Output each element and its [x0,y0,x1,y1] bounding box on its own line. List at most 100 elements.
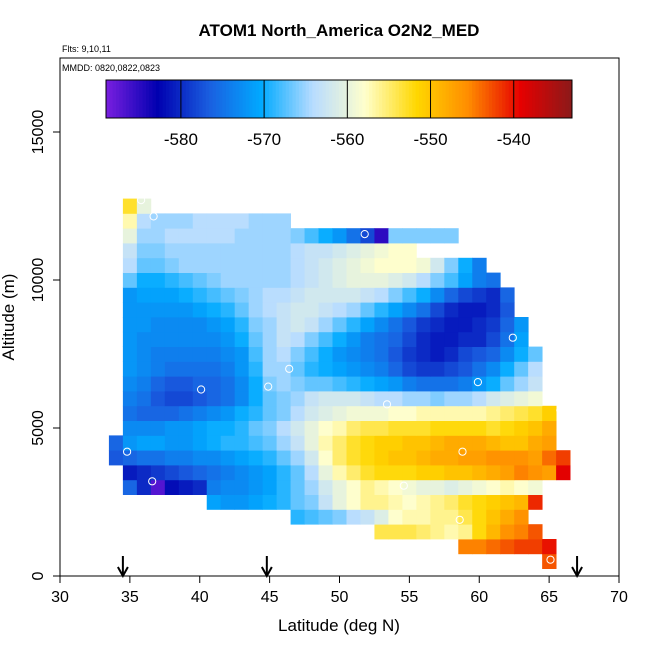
heatmap-cell [388,376,403,392]
heatmap-cell [206,287,222,303]
y-tick-label: 0 [30,571,47,580]
heatmap-cell [514,361,529,377]
heatmap-cell [528,435,543,451]
colorbar-frame [105,79,573,119]
heatmap-cell [472,346,487,362]
heatmap-cell [262,405,278,421]
heatmap-cell [500,346,515,362]
heatmap-cell [164,272,180,288]
heatmap-cell [276,479,291,495]
heatmap-cell [346,272,361,288]
colorbar-segment [119,80,124,118]
heatmap-cell [318,391,333,407]
y-tick-label: 10000 [30,258,47,303]
colorbar-segment [568,80,573,118]
colorbar-segment [115,80,120,118]
heatmap-cell [472,524,487,540]
heatmap-cell [500,539,515,555]
colorbar-segment [265,80,270,118]
colorbar-segment [259,80,263,118]
sample-point [137,196,146,205]
heatmap-cell [528,465,543,481]
colorbar-segment [472,80,476,118]
heatmap-cell [164,257,180,273]
x-tick-label: 40 [191,589,209,606]
heatmap-cell [444,435,459,451]
heatmap-cell [136,420,152,436]
heatmap-cell [444,376,459,392]
heatmap-cell [346,420,361,436]
colorbar-segment [182,80,187,118]
heatmap-cell [304,405,319,421]
heatmap-cell [444,302,459,318]
heatmap-cell [164,450,180,466]
sample-point [566,335,575,344]
heatmap-cell [220,376,236,392]
heatmap-cell [234,228,250,244]
heatmap-cell [262,287,278,303]
heatmap-cell [416,287,431,303]
colorbar-segment [342,80,347,118]
heatmap-cell [150,302,166,318]
colorbar-segment [149,80,154,118]
colorbar-segment [302,80,307,118]
heatmap-cell [360,405,375,421]
colorbar-segment [249,80,253,118]
heatmap-cell [528,479,543,495]
colorbar-segment [542,80,546,118]
heatmap-cell [150,213,166,229]
flights-annotation: Flts: 9,10,11 [62,44,111,54]
heatmap-cell [444,524,459,540]
heatmap-cell [248,361,264,377]
heatmap-cell [458,346,473,362]
heatmap-cell [234,331,250,347]
heatmap-cell [374,450,389,466]
heatmap-cell [332,243,347,259]
heatmap-cell [444,465,459,481]
colorbar-segment [362,80,367,118]
colorbar-segment [292,80,297,118]
heatmap-cell [122,302,138,318]
heatmap-cell [248,405,264,421]
heatmap-cell [500,524,515,540]
heatmap-cell [248,228,264,244]
heatmap-cell [402,361,417,377]
heatmap-cell [178,391,194,407]
heatmap-cell [178,479,194,495]
heatmap-cell [388,257,403,273]
heatmap-cell [178,257,194,273]
heatmap-cell [472,509,487,525]
heatmap-cell [192,302,208,318]
heatmap-cell [304,479,319,495]
heatmap-cell [122,317,138,333]
heatmap-cell [150,257,166,273]
heatmap-cell [500,302,515,318]
heatmap-cell [220,391,236,407]
heatmap-cell [430,228,445,244]
heatmap-cell [332,465,347,481]
heatmap-cell [528,450,543,466]
colorbar-segment [202,80,207,118]
heatmap-cell [262,257,278,273]
heatmap-cell [542,435,557,451]
colorbar-segment [355,80,360,118]
heatmap-cell [458,361,473,377]
colorbar-segment [552,80,556,118]
heatmap-cell [262,361,278,377]
heatmap-cell [164,361,180,377]
heatmap-cell [402,302,417,318]
heatmap-cell [304,317,319,333]
heatmap-cell [304,376,319,392]
heatmap-cell [528,524,543,540]
heatmap-cell [248,272,264,288]
colorbar-segment [455,80,460,118]
colorbar-segment [185,80,190,118]
heatmap-cell [262,465,278,481]
heatmap-cell [150,287,166,303]
colorbar-segment [299,80,303,118]
heatmap-cell [360,435,375,451]
latitude-arrows [117,556,583,579]
heatmap-cell [234,257,250,273]
heatmap-cell [220,228,236,244]
y-axis: 0 5000 10000 15000 [30,110,60,580]
